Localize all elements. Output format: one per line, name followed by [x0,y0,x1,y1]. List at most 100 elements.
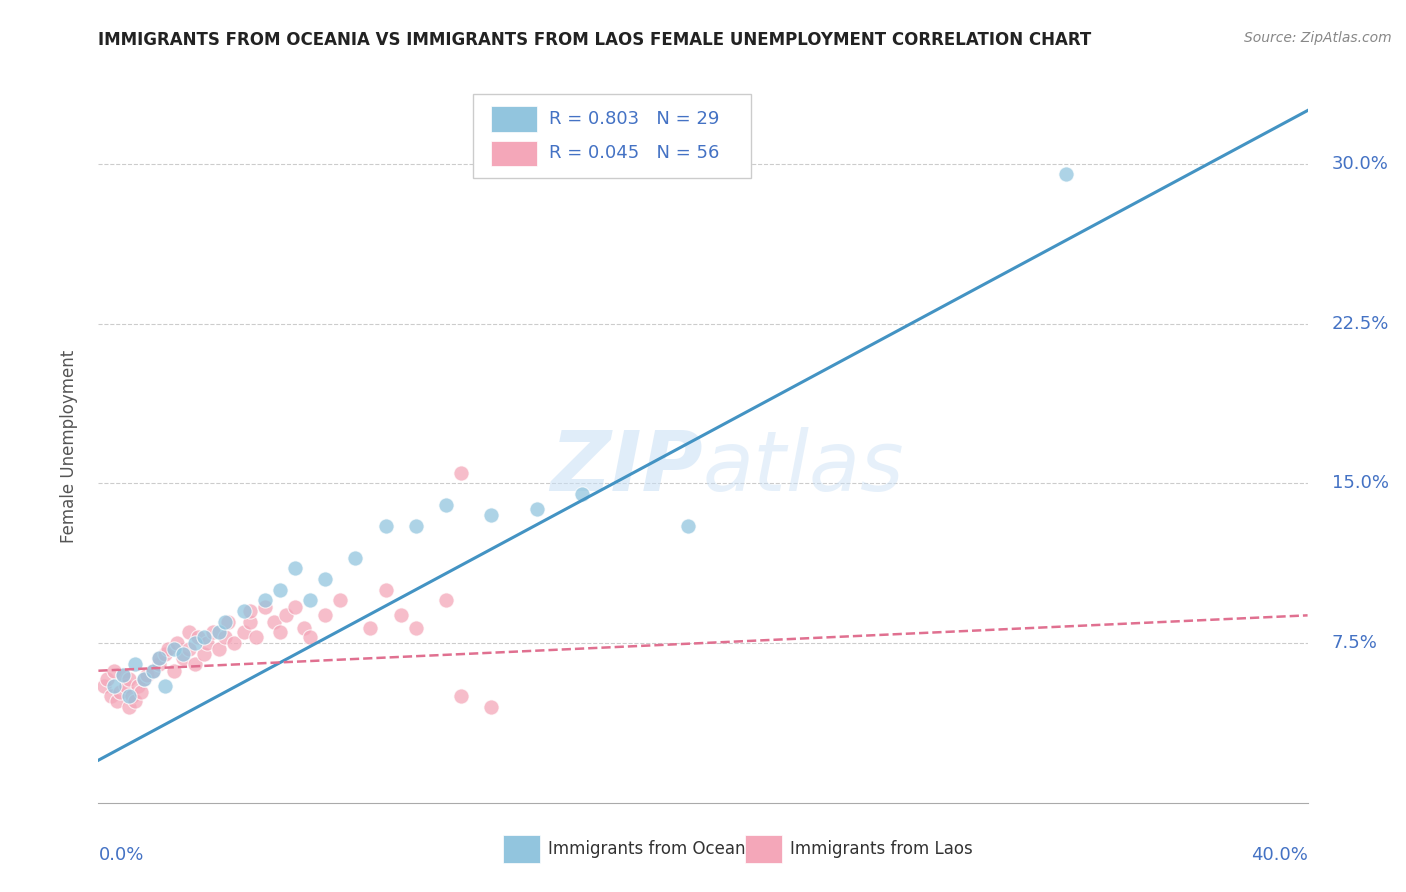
Point [166,636,188,650]
Point [105,693,128,707]
Point [481,508,503,523]
Text: 22.5%: 22.5% [1331,315,1389,333]
Point [208,642,231,657]
Bar [492,141,537,166]
Point [100,690,122,704]
Point [284,561,307,575]
Text: Immigrants from Laos: Immigrants from Laos [790,840,973,858]
Point [93,679,115,693]
Bar [492,106,537,132]
Point [360,621,382,635]
Point [124,693,146,707]
Point [96,672,118,686]
Point [314,572,336,586]
Point [132,672,155,686]
Text: 40.0%: 40.0% [1251,846,1308,863]
Point [253,599,276,614]
Point [245,630,267,644]
Point [263,615,285,629]
Text: atlas: atlas [703,427,904,508]
Point [214,630,236,644]
Text: IMMIGRANTS FROM OCEANIA VS IMMIGRANTS FROM LAOS FEMALE UNEMPLOYMENT CORRELATION : IMMIGRANTS FROM OCEANIA VS IMMIGRANTS FR… [98,31,1091,49]
Point [129,685,152,699]
Text: R = 0.045   N = 56: R = 0.045 N = 56 [550,145,720,162]
Point [111,668,134,682]
Point [118,690,141,704]
Point [163,642,186,657]
Point [193,630,215,644]
Point [217,615,239,629]
Point [121,690,143,704]
Point [1054,168,1077,182]
Point [148,651,170,665]
Point [214,615,236,629]
Text: Immigrants from Oceania: Immigrants from Oceania [548,840,761,858]
Point [374,582,396,597]
Point [148,657,170,672]
Point [232,604,254,618]
Point [253,593,276,607]
Point [374,519,396,533]
Point [153,679,176,693]
Point [314,608,336,623]
Point [156,642,179,657]
Point [405,519,427,533]
Point [163,664,186,678]
Point [434,498,457,512]
Point [450,690,472,704]
Point [172,647,194,661]
Point [292,621,315,635]
Point [344,550,367,565]
Point [177,642,201,657]
Bar [503,835,540,863]
Point [284,599,307,614]
Point [274,608,297,623]
Point [142,664,165,678]
Text: Source: ZipAtlas.com: Source: ZipAtlas.com [1244,31,1392,45]
Point [148,651,170,665]
Text: R = 0.803   N = 29: R = 0.803 N = 29 [550,111,720,128]
Point [202,625,225,640]
Y-axis label: Female Unemployment: Female Unemployment [59,350,77,542]
Point [111,668,134,682]
Point [118,700,141,714]
Point [434,593,457,607]
Point [177,625,201,640]
Point [389,608,412,623]
Point [153,647,176,661]
Point [232,625,254,640]
Point [193,647,215,661]
Point [676,519,699,533]
Text: 30.0%: 30.0% [1331,154,1389,173]
Point [450,466,472,480]
Point [127,679,149,693]
Text: 0.0%: 0.0% [98,846,143,863]
Point [172,651,194,665]
Point [103,664,125,678]
Point [405,621,427,635]
Point [269,582,291,597]
Point [184,657,207,672]
Point [239,615,262,629]
Point [224,636,246,650]
Point [481,700,503,714]
Point [135,668,157,682]
Point [239,604,262,618]
Text: ZIP: ZIP [550,427,703,508]
Point [195,636,218,650]
Bar [745,835,782,863]
Point [208,625,231,640]
Point [103,679,125,693]
Point [571,487,593,501]
Point [269,625,291,640]
Point [299,630,322,644]
FancyBboxPatch shape [474,95,751,178]
Point [329,593,352,607]
Point [124,657,146,672]
Point [299,593,322,607]
Point [108,685,131,699]
Point [118,672,141,686]
Point [187,630,209,644]
Point [526,501,548,516]
Text: 7.5%: 7.5% [1331,634,1378,652]
